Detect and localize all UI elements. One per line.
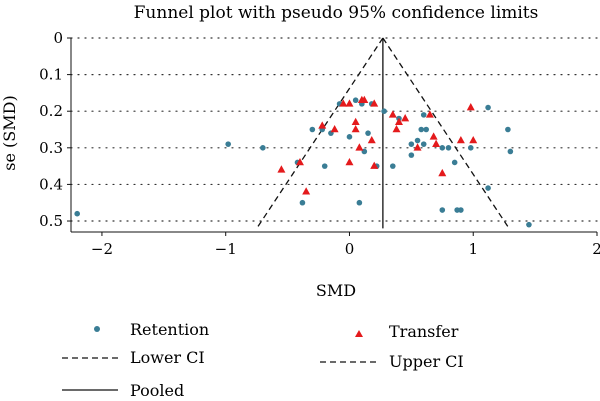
transfer-point-21 (425, 110, 434, 118)
retention-point-33 (458, 207, 464, 213)
retention-point-24 (418, 126, 425, 133)
retention-point-2 (260, 145, 266, 151)
retention-point-18 (381, 108, 387, 115)
retention-point-0 (74, 210, 80, 217)
retention-point-34 (467, 145, 474, 151)
retention-point-36 (485, 185, 491, 191)
y-tick-label-4: 0.4 (39, 175, 63, 193)
retention-point-10 (346, 134, 353, 140)
transfer-point-24 (438, 168, 447, 177)
retention-point-31 (451, 159, 458, 166)
transfer-point-12 (360, 95, 369, 104)
x-tick-label-1: −1 (215, 240, 237, 258)
transfer-point-13 (367, 135, 376, 144)
transfer-point-19 (401, 114, 410, 122)
retention-point-27 (423, 126, 430, 133)
retention-point-28 (439, 207, 446, 213)
retention-point-21 (408, 141, 415, 147)
retention-point-7 (321, 163, 328, 169)
transfer-point-2 (302, 187, 311, 195)
transfer-point-9 (351, 125, 360, 133)
transfer-point-8 (351, 117, 360, 125)
upper-ci-line (382, 37, 510, 229)
transfer-point-1 (295, 157, 304, 166)
lower-ci-line (256, 37, 384, 229)
retention-point-26 (420, 112, 427, 118)
transfer-point-10 (355, 143, 364, 151)
chart-title: Funnel plot with pseudo 95% confidence l… (134, 3, 539, 23)
retention-point-19 (389, 163, 396, 169)
y-axis-label: se (SMD) (0, 95, 19, 170)
retention-point-23 (414, 137, 421, 144)
x-tick-label-3: 1 (468, 240, 478, 258)
legend-transfer-marker (355, 330, 363, 337)
axes: 0 0.1 0.2 0.3 0.4 0.5 −2 −1 0 1 2 (39, 29, 600, 258)
data-points (74, 95, 532, 228)
transfer-point-0 (277, 165, 286, 173)
y-tick-label-5: 0.5 (39, 212, 63, 230)
y-tick-label-1: 0.1 (39, 66, 63, 84)
retention-point-38 (507, 148, 514, 155)
retention-point-37 (505, 126, 511, 133)
retention-point-22 (408, 152, 415, 158)
retention-point-35 (485, 104, 491, 111)
transfer-point-27 (469, 135, 478, 144)
retention-point-29 (439, 145, 446, 151)
transfer-point-4 (330, 125, 339, 133)
transfer-point-3 (318, 121, 327, 129)
retention-point-15 (365, 130, 371, 136)
y-tick-label-2: 0.2 (39, 102, 63, 120)
transfer-point-20 (413, 143, 422, 151)
retention-point-30 (445, 145, 452, 151)
retention-point-25 (420, 141, 427, 147)
transfer-point-22 (429, 132, 438, 140)
transfer-point-16 (388, 110, 397, 118)
legend-upper-ci-label: Upper CI (389, 352, 464, 371)
transfer-point-15 (370, 99, 379, 107)
legend-pooled-label: Pooled (130, 381, 184, 400)
legend-retention-marker (94, 326, 100, 332)
x-axis-label: SMD (316, 281, 356, 300)
transfer-point-26 (466, 103, 475, 111)
legend-transfer-label: Transfer (389, 322, 459, 341)
retention-point-4 (299, 199, 306, 206)
transfer-point-18 (394, 117, 403, 125)
transfer-point-17 (392, 125, 401, 133)
retention-point-5 (309, 126, 316, 133)
retention-point-1 (225, 141, 231, 147)
transfer-point-14 (370, 161, 379, 169)
transfer-point-25 (456, 135, 465, 144)
x-tick-label-0: −2 (91, 240, 113, 258)
y-tick-label-0: 0 (53, 29, 63, 47)
x-tick-label-4: 2 (592, 240, 600, 258)
transfer-point-5 (339, 99, 348, 107)
y-tick-label-3: 0.3 (39, 139, 63, 157)
legend-lower-ci-label: Lower CI (130, 348, 205, 367)
legend-retention-label: Retention (130, 320, 209, 339)
retention-point-39 (526, 221, 532, 228)
retention-point-11 (352, 97, 359, 104)
transfer-point-7 (345, 157, 354, 166)
legend: Retention Transfer Lower CI Upper CI Poo… (62, 320, 464, 400)
x-tick-label-2: 0 (345, 240, 355, 258)
confidence-limits (256, 37, 510, 229)
transfer-point-23 (432, 139, 441, 147)
retention-point-12 (356, 199, 363, 206)
transfer-point-6 (345, 99, 354, 107)
